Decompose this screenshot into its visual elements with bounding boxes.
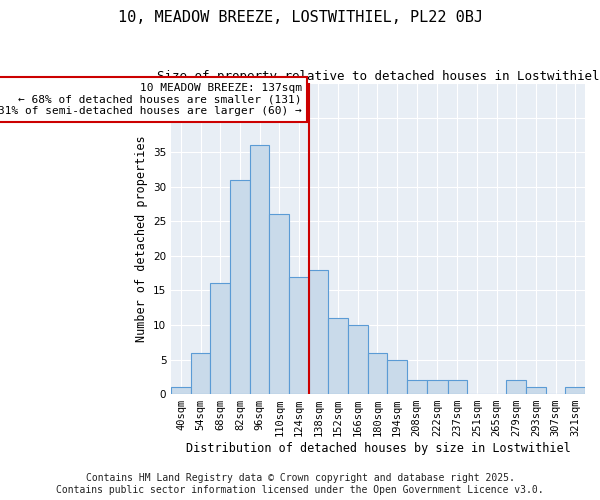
Bar	[269, 214, 289, 394]
Bar	[348, 325, 368, 394]
X-axis label: Distribution of detached houses by size in Lostwithiel: Distribution of detached houses by size …	[186, 442, 571, 455]
Bar	[448, 380, 467, 394]
Bar	[526, 387, 546, 394]
Bar	[506, 380, 526, 394]
Bar	[211, 284, 230, 394]
Bar	[407, 380, 427, 394]
Bar	[171, 387, 191, 394]
Bar	[565, 387, 585, 394]
Bar	[191, 352, 211, 394]
Title: Size of property relative to detached houses in Lostwithiel: Size of property relative to detached ho…	[157, 70, 599, 83]
Bar	[230, 180, 250, 394]
Y-axis label: Number of detached properties: Number of detached properties	[134, 135, 148, 342]
Text: Contains HM Land Registry data © Crown copyright and database right 2025.
Contai: Contains HM Land Registry data © Crown c…	[56, 474, 544, 495]
Bar	[427, 380, 448, 394]
Bar	[328, 318, 348, 394]
Bar	[250, 145, 269, 394]
Bar	[368, 352, 387, 394]
Text: 10 MEADOW BREEZE: 137sqm
← 68% of detached houses are smaller (131)
31% of semi-: 10 MEADOW BREEZE: 137sqm ← 68% of detach…	[0, 83, 302, 116]
Bar	[387, 360, 407, 394]
Bar	[308, 270, 328, 394]
Bar	[289, 276, 308, 394]
Text: 10, MEADOW BREEZE, LOSTWITHIEL, PL22 0BJ: 10, MEADOW BREEZE, LOSTWITHIEL, PL22 0BJ	[118, 10, 482, 25]
